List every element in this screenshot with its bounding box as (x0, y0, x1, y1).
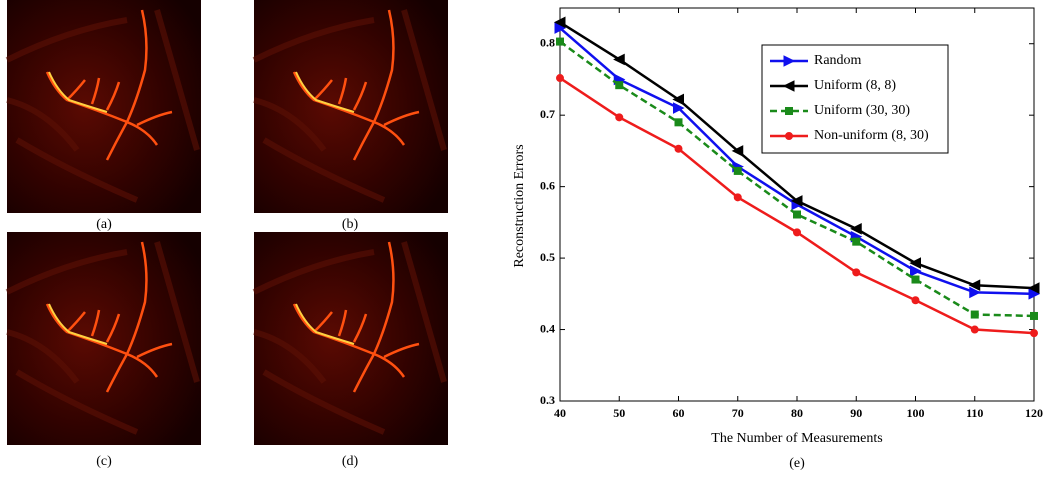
x-tick-label: 100 (907, 406, 925, 420)
y-tick-label: 0.3 (540, 393, 555, 407)
legend-label: Non-uniform (8, 30) (814, 128, 929, 143)
x-axis-label: The Number of Measurements (711, 431, 882, 446)
marker (793, 228, 801, 237)
marker (969, 286, 981, 299)
marker (850, 222, 862, 235)
marker (553, 16, 566, 29)
marker (615, 113, 624, 122)
marker (909, 257, 921, 269)
panel-caption: (a) (96, 217, 112, 232)
x-tick-label: 40 (554, 406, 566, 420)
x-tick-label: 90 (850, 406, 862, 420)
panel-caption: (d) (342, 454, 359, 469)
y-tick-label: 0.4 (540, 321, 555, 335)
x-tick-label: 80 (791, 406, 803, 420)
legend-label: Uniform (30, 30) (814, 103, 910, 118)
image-b (254, 0, 448, 213)
y-tick-label: 0.6 (540, 178, 555, 192)
marker (1030, 311, 1038, 320)
x-tick-label: 120 (1025, 406, 1043, 420)
marker (733, 193, 742, 202)
y-tick-label: 0.7 (540, 107, 555, 121)
marker (968, 279, 981, 292)
marker (785, 107, 793, 115)
marker (852, 237, 861, 246)
marker (733, 166, 742, 175)
marker (970, 310, 979, 319)
panel-caption: (b) (342, 217, 359, 232)
marker (672, 93, 684, 106)
marker (783, 55, 796, 67)
marker (554, 22, 567, 34)
image-c (7, 232, 201, 445)
y-axis-label: Reconstruction Errors (512, 144, 527, 267)
x-tick-label: 70 (732, 406, 744, 420)
marker (911, 275, 920, 284)
x-tick-label: 50 (613, 406, 625, 420)
marker (1030, 329, 1038, 338)
marker (674, 118, 683, 127)
marker (911, 296, 920, 305)
chart-caption: (e) (789, 456, 805, 471)
y-tick-label: 0.8 (540, 35, 555, 49)
marker (556, 74, 564, 83)
marker (674, 144, 683, 153)
x-tick-label: 60 (673, 406, 685, 420)
marker (793, 210, 801, 219)
marker (731, 145, 744, 157)
legend-label: Random (814, 53, 862, 68)
marker (1028, 288, 1041, 300)
image-d (254, 232, 448, 445)
marker (613, 53, 625, 66)
marker (910, 265, 922, 277)
x-tick-label: 110 (966, 406, 983, 420)
marker (673, 102, 685, 114)
y-tick-label: 0.5 (540, 250, 555, 264)
marker (790, 195, 803, 207)
panel-caption: (c) (96, 454, 112, 469)
marker (970, 325, 979, 334)
series-line (559, 40, 1035, 318)
marker (782, 80, 795, 92)
legend-label: Uniform (8, 8) (814, 78, 896, 93)
image-a (7, 0, 201, 213)
marker (556, 37, 564, 46)
marker (852, 268, 861, 277)
marker (615, 81, 624, 90)
marker (785, 132, 793, 140)
marker (1027, 282, 1040, 294)
